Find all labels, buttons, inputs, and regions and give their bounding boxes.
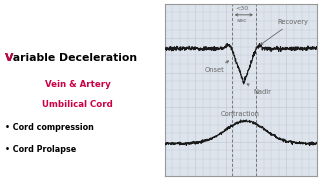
Text: V: V xyxy=(5,53,13,63)
Text: Onset: Onset xyxy=(204,61,228,73)
Text: <30: <30 xyxy=(236,6,249,11)
Text: Contraction: Contraction xyxy=(221,111,260,117)
Text: • Cord Prolapse: • Cord Prolapse xyxy=(5,145,76,154)
Text: sec: sec xyxy=(237,18,248,23)
Text: Umbilical Cord: Umbilical Cord xyxy=(42,100,113,109)
Text: Nadir: Nadir xyxy=(247,84,271,95)
Text: Vein & Artery: Vein & Artery xyxy=(45,80,110,89)
Text: Variable Deceleration: Variable Deceleration xyxy=(5,53,137,63)
Text: • Cord compression: • Cord compression xyxy=(5,123,93,132)
Text: Recovery: Recovery xyxy=(260,19,308,45)
